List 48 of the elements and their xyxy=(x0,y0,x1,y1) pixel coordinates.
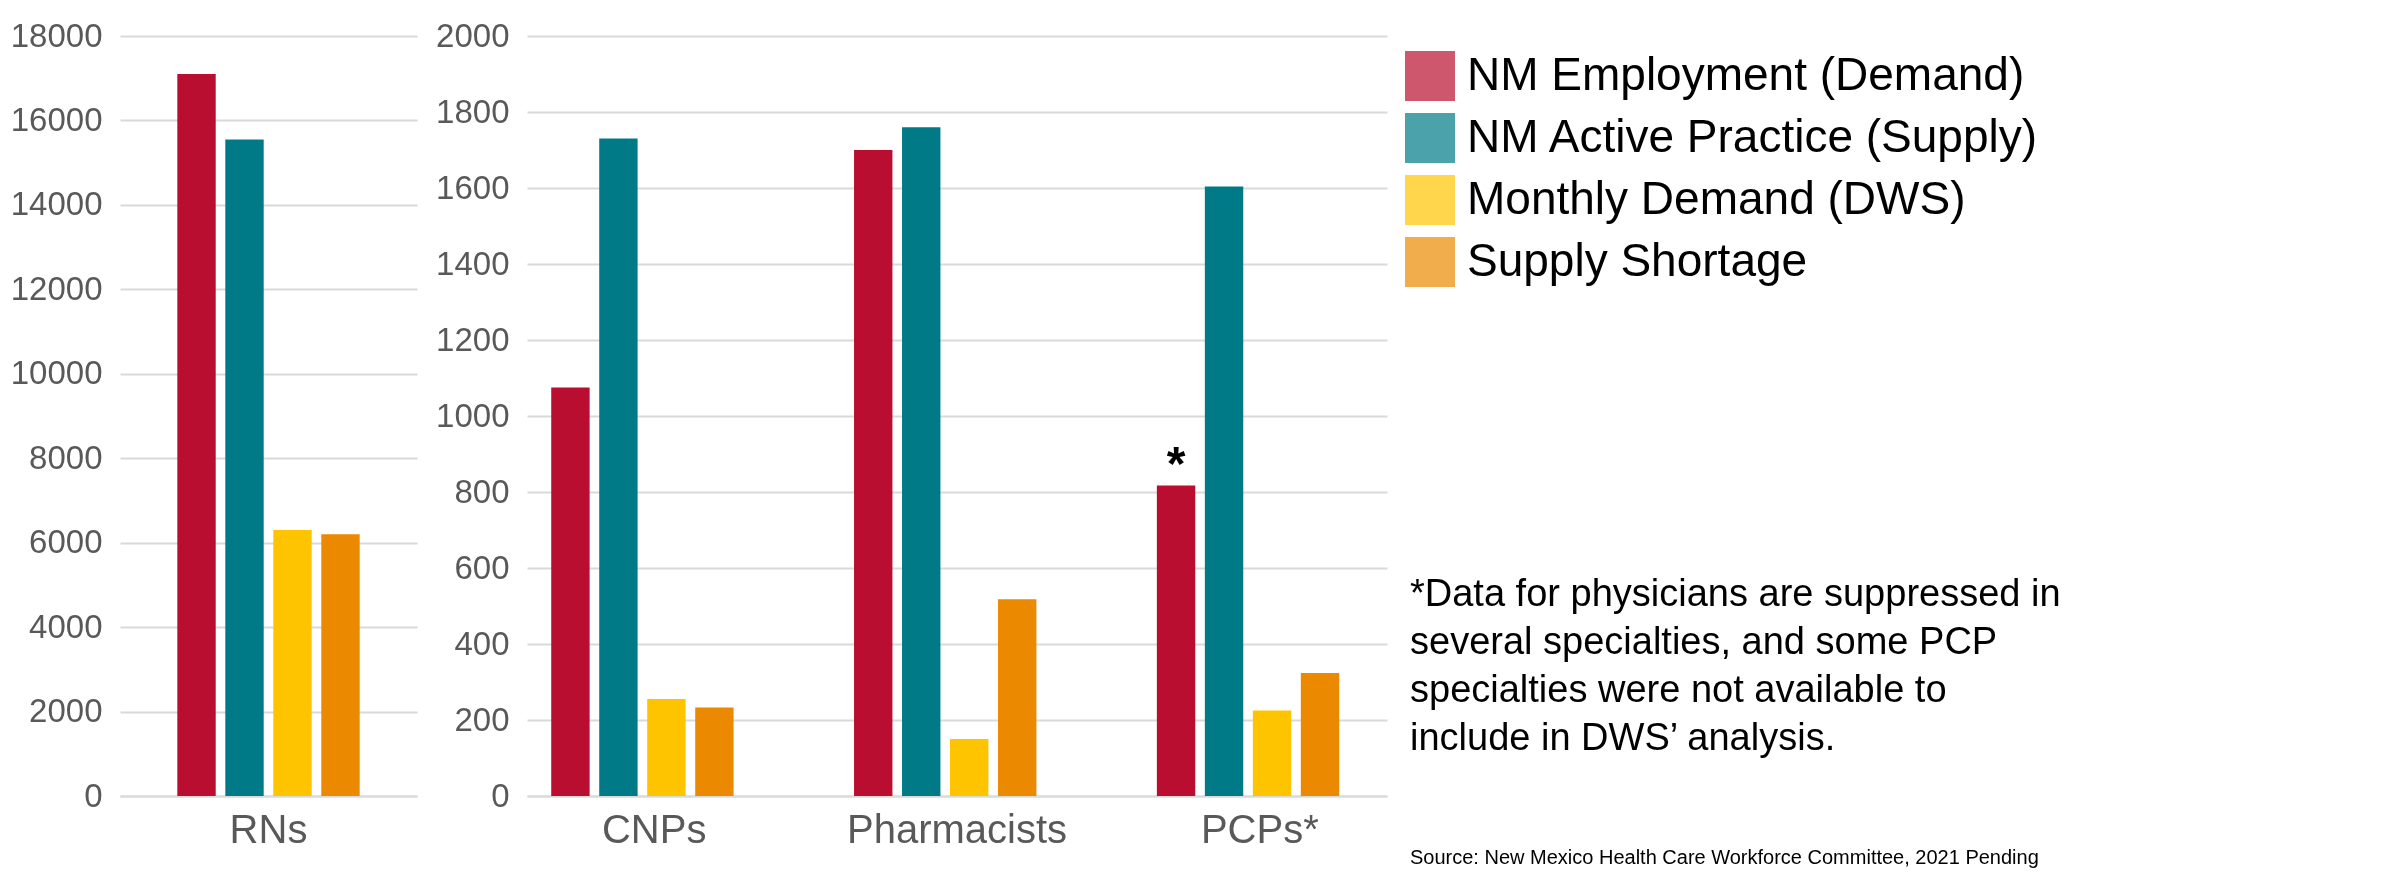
bar xyxy=(1204,186,1244,796)
bar xyxy=(551,387,590,796)
y-tick-label: 12000 xyxy=(10,269,103,307)
bar xyxy=(647,699,686,796)
legend-label: Monthly Demand (DWS) xyxy=(1467,172,1966,224)
y-tick-label: 0 xyxy=(491,776,510,814)
annotation: * xyxy=(1166,436,1186,490)
bar xyxy=(1252,710,1292,796)
y-tick-label: 1600 xyxy=(436,168,510,206)
y-tick-label: 6000 xyxy=(29,523,103,561)
legend-label: Supply Shortage xyxy=(1467,234,1808,286)
y-tick-label: 2000 xyxy=(29,692,103,730)
text: *Data for physicians are suppressed in several specialties, and some PCP specialties were not available to include in DWS’ analysis. xyxy=(1410,572,2061,758)
y-tick-label: 0 xyxy=(84,776,103,814)
bar xyxy=(854,150,893,796)
x-tick-label: Pharmacists xyxy=(846,806,1068,851)
bar xyxy=(225,139,264,796)
y-tick-label: 14000 xyxy=(10,185,103,223)
y-tick-label: 800 xyxy=(454,472,510,510)
bar xyxy=(599,138,638,796)
y-tick-label: 2000 xyxy=(436,16,510,54)
bar xyxy=(177,74,216,796)
bar xyxy=(998,599,1037,796)
source-note: Source: New Mexico Health Care Workforce Committee, 2021 Pending xyxy=(1410,846,2039,868)
y-tick-label: 8000 xyxy=(29,438,103,476)
y-tick-label: 18000 xyxy=(10,16,103,54)
bar xyxy=(1300,672,1340,796)
y-tick-label: 4000 xyxy=(29,607,103,645)
y-tick-label: 200 xyxy=(454,700,510,738)
x-tick-label: RNs xyxy=(229,806,308,851)
y-tick-label: 10000 xyxy=(10,354,103,392)
y-tick-label: 400 xyxy=(454,624,510,662)
y-tick-label: 1800 xyxy=(436,92,510,130)
bar xyxy=(950,739,989,796)
y-tick-label: 1200 xyxy=(436,320,510,358)
y-tick-label: 1000 xyxy=(436,396,510,434)
bar xyxy=(902,127,941,796)
bar xyxy=(1156,485,1196,796)
bar xyxy=(695,707,734,796)
y-tick-label: 16000 xyxy=(10,100,103,138)
y-tick-label: 1400 xyxy=(436,244,510,282)
bar xyxy=(273,530,312,796)
legend-label: NM Employment (Demand) xyxy=(1467,48,2025,100)
legend-label: NM Active Practice (Supply) xyxy=(1467,110,2038,162)
y-tick-label: 600 xyxy=(454,548,510,586)
x-tick-label: CNPs xyxy=(601,806,707,851)
x-tick-label: PCPs* xyxy=(1200,806,1319,851)
bar xyxy=(321,534,360,796)
